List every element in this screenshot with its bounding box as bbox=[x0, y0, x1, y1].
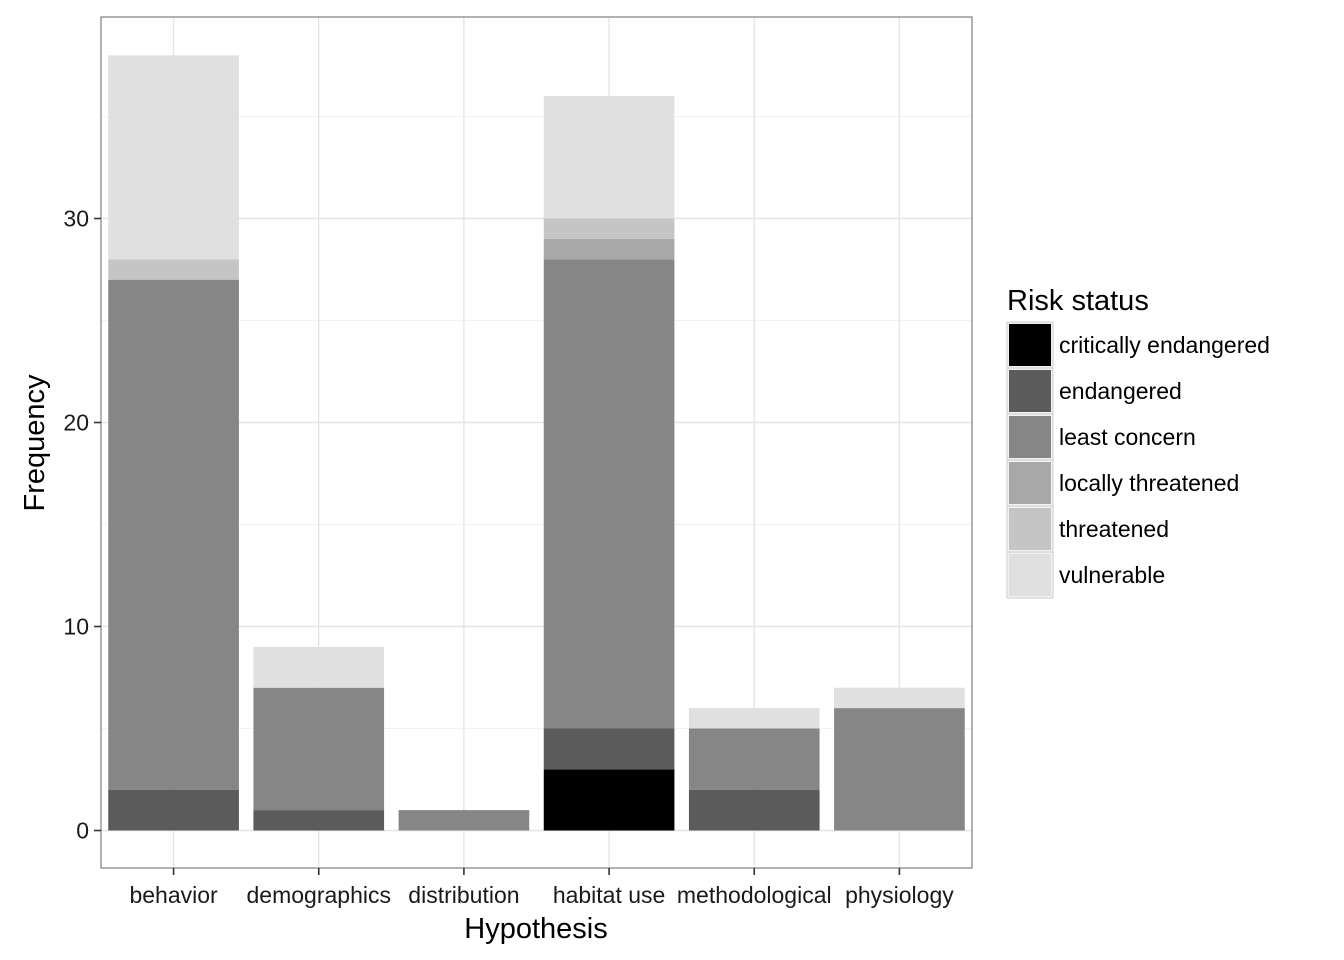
y-tick-label: 20 bbox=[63, 410, 89, 436]
bar-segment bbox=[543, 728, 675, 770]
x-tick-label: behavior bbox=[129, 882, 218, 908]
legend-label: critically endangered bbox=[1059, 332, 1270, 358]
bar-segment bbox=[108, 789, 239, 831]
legend-swatch bbox=[1009, 508, 1051, 550]
legend-label: vulnerable bbox=[1059, 562, 1165, 588]
legend: Risk status critically endangered endange… bbox=[1006, 285, 1270, 599]
bar-segment bbox=[253, 646, 385, 688]
plot-border bbox=[100, 16, 973, 869]
legend-label: locally threatened bbox=[1059, 470, 1239, 496]
bar-segment bbox=[253, 687, 385, 811]
legend-swatch bbox=[1009, 554, 1051, 596]
legend-swatch bbox=[1009, 416, 1051, 458]
plot-panel bbox=[101, 17, 972, 868]
bar-segment bbox=[688, 789, 820, 831]
legend-label: threatened bbox=[1059, 516, 1169, 542]
y-tick-label: 0 bbox=[76, 818, 89, 844]
x-tick-label: distribution bbox=[408, 882, 519, 908]
y-axis-title: Frequency bbox=[19, 374, 51, 512]
bar-segment bbox=[108, 259, 239, 280]
bar-segment bbox=[398, 810, 530, 831]
bar-segment bbox=[688, 728, 820, 790]
x-axis: behavior demographics distribution habitat … bbox=[129, 868, 954, 908]
bar-segment bbox=[543, 218, 675, 239]
x-tick-label: methodological bbox=[677, 882, 832, 908]
y-tick-label: 30 bbox=[63, 206, 89, 232]
bar-segment bbox=[253, 810, 385, 831]
legend-swatch bbox=[1009, 324, 1051, 366]
x-tick-label: physiology bbox=[845, 882, 954, 908]
y-axis: 0 10 20 30 bbox=[63, 206, 101, 844]
legend-swatch bbox=[1009, 370, 1051, 412]
x-axis-title: Hypothesis bbox=[464, 913, 607, 945]
bar-segment bbox=[543, 96, 675, 219]
bar-segment bbox=[834, 687, 965, 709]
bar-segment bbox=[834, 708, 965, 831]
legend-swatch bbox=[1009, 462, 1051, 504]
bar-segment bbox=[108, 279, 239, 790]
x-tick-label: demographics bbox=[247, 882, 391, 908]
bar-segment bbox=[543, 769, 675, 831]
bar-segment bbox=[108, 55, 239, 260]
bar-segment bbox=[688, 708, 820, 729]
legend-label: endangered bbox=[1059, 378, 1182, 404]
bars bbox=[108, 55, 965, 831]
bar-segment bbox=[543, 259, 675, 729]
legend-label: least concern bbox=[1059, 424, 1196, 450]
legend-title: Risk status bbox=[1007, 285, 1149, 317]
bar-segment bbox=[543, 238, 675, 260]
x-tick-label: habitat use bbox=[553, 882, 666, 908]
y-tick-label: 10 bbox=[63, 614, 89, 640]
